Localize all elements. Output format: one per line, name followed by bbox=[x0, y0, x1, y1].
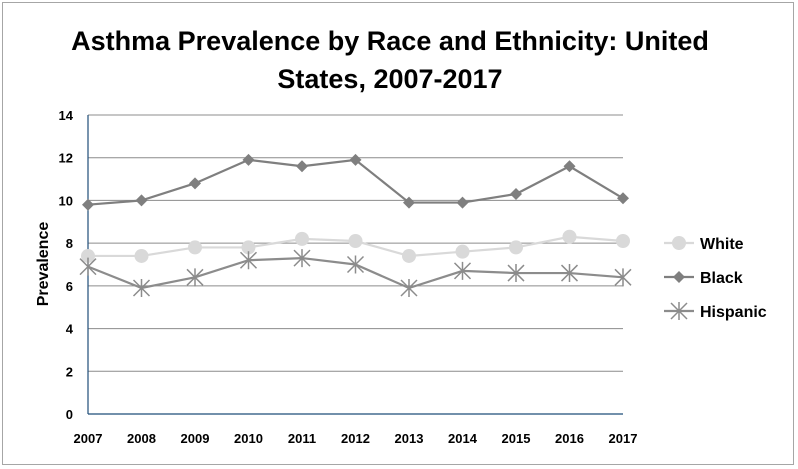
x-tick-label: 2007 bbox=[74, 431, 103, 446]
legend-label-hispanic: Hispanic bbox=[700, 304, 767, 321]
black-data-point bbox=[563, 160, 576, 173]
legend-marker-hispanic bbox=[670, 302, 688, 320]
white-data-point bbox=[241, 240, 256, 255]
hispanic-data-point bbox=[186, 268, 204, 287]
x-tick-label: 2012 bbox=[341, 431, 370, 446]
hispanic-data-point bbox=[132, 278, 151, 297]
chart-title: Asthma Prevalence by Race and Ethnicity:… bbox=[71, 26, 709, 94]
x-tick-label: 2016 bbox=[555, 431, 584, 446]
hispanic-data-point bbox=[560, 264, 579, 283]
black-series-line bbox=[87, 158, 624, 206]
hispanic-data-point bbox=[614, 268, 632, 287]
y-tick-label: 14 bbox=[59, 108, 74, 123]
black-data-point bbox=[617, 192, 629, 205]
legend-marker-white bbox=[672, 236, 686, 250]
black-data-point bbox=[456, 196, 469, 209]
x-tick-label: 2010 bbox=[234, 431, 263, 446]
x-tick-label: 2015 bbox=[502, 431, 531, 446]
x-tick-label: 2009 bbox=[181, 431, 210, 446]
y-tick-label: 2 bbox=[66, 364, 73, 379]
black-data-point bbox=[510, 188, 522, 201]
x-tick-label: 2008 bbox=[127, 431, 156, 446]
y-tick-label: 10 bbox=[59, 193, 73, 208]
white-data-point bbox=[402, 248, 416, 263]
black-data-point bbox=[189, 177, 201, 190]
hispanic-data-point bbox=[453, 261, 472, 280]
black-data-point bbox=[135, 194, 148, 207]
y-tick-label: 6 bbox=[66, 279, 73, 294]
hispanic-data-point bbox=[239, 251, 258, 270]
y-tick-label: 8 bbox=[66, 236, 73, 251]
white-data-point bbox=[188, 240, 202, 255]
black-data-point bbox=[296, 160, 308, 173]
black-data-point bbox=[82, 198, 94, 211]
y-tick-label: 4 bbox=[66, 322, 74, 337]
x-tick-label: 2017 bbox=[609, 431, 638, 446]
black-data-point bbox=[242, 153, 255, 166]
white-data-point bbox=[348, 234, 363, 249]
hispanic-data-point bbox=[346, 255, 365, 274]
hispanic-data-point bbox=[293, 249, 311, 268]
white-data-point bbox=[509, 240, 523, 255]
legend-label-white: White bbox=[700, 236, 744, 253]
x-tick-label: 2011 bbox=[288, 431, 316, 446]
black-data-point bbox=[349, 153, 362, 166]
legend-marker-black bbox=[673, 271, 685, 283]
y-tick-label: 12 bbox=[59, 151, 73, 166]
white-data-point bbox=[295, 231, 309, 246]
black-data-point bbox=[403, 196, 415, 209]
white-data-point bbox=[616, 234, 630, 249]
legend-label-black: Black bbox=[700, 270, 743, 287]
hispanic-data-point bbox=[507, 264, 525, 283]
x-tick-label: 2014 bbox=[448, 431, 478, 446]
hispanic-data-point bbox=[79, 257, 97, 276]
x-tick-label: 2013 bbox=[395, 431, 424, 446]
chart-frame bbox=[2, 2, 794, 465]
y-axis-label: Prevalence bbox=[35, 222, 52, 307]
white-data-point bbox=[455, 244, 470, 259]
y-tick-label: 0 bbox=[66, 407, 73, 422]
white-data-point bbox=[562, 229, 577, 244]
hispanic-data-point bbox=[400, 278, 418, 297]
white-data-point bbox=[81, 248, 95, 263]
white-data-point bbox=[134, 248, 149, 263]
